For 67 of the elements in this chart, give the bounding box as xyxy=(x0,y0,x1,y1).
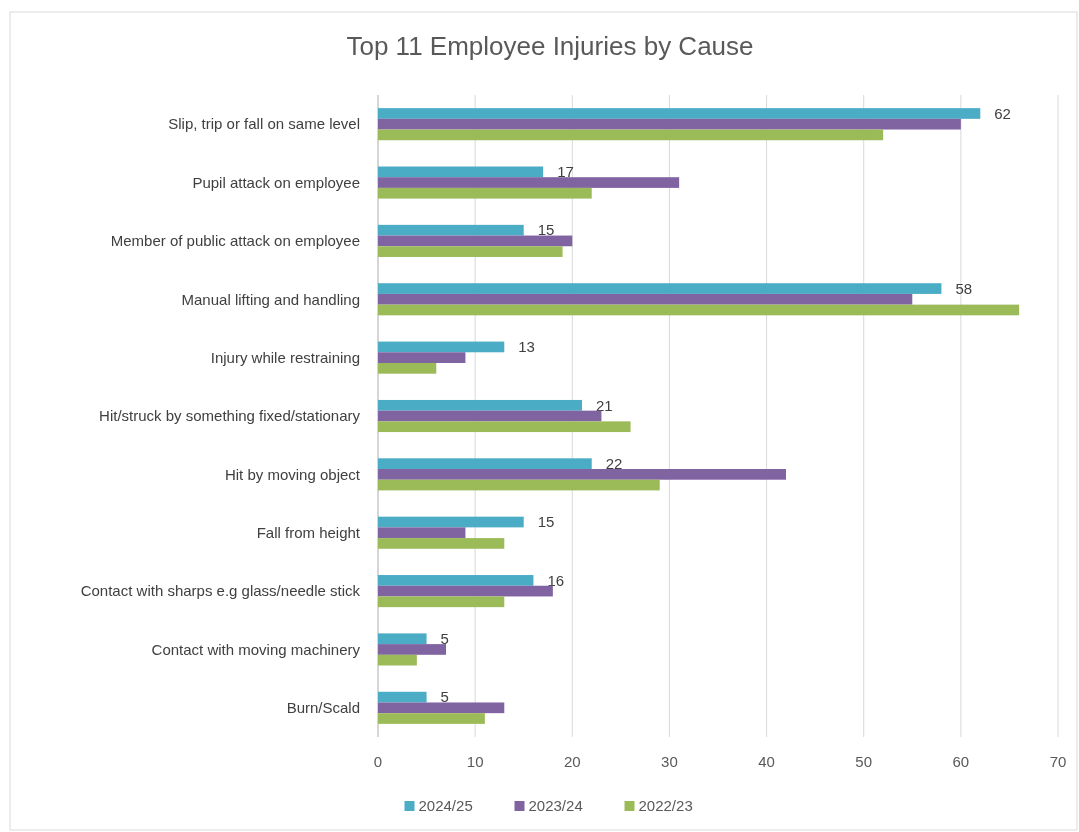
bar xyxy=(378,108,981,119)
data-label: 15 xyxy=(537,513,555,531)
bar xyxy=(378,283,942,294)
bar xyxy=(378,224,524,236)
x-tick-label: 0 xyxy=(373,753,383,770)
y-tick-label: Member of public attack on employee xyxy=(110,232,360,250)
bar xyxy=(378,585,553,597)
data-label: 5 xyxy=(440,630,449,647)
bar xyxy=(378,596,505,608)
bar xyxy=(378,352,466,363)
bar xyxy=(378,644,446,655)
x-tick-label: 30 xyxy=(661,753,678,770)
y-tick-label: Manual lifting and handling xyxy=(181,290,360,308)
legend-label: 2023/24 xyxy=(528,797,583,815)
data-label: 22 xyxy=(605,454,623,472)
x-tick-label: 20 xyxy=(563,753,581,770)
y-tick-label: Hit/struck by something fixed/stationary xyxy=(99,407,361,425)
y-tick-label: Slip, trip or fall on same level xyxy=(168,115,360,133)
bar xyxy=(378,691,427,703)
data-label: 17 xyxy=(557,163,574,181)
bar xyxy=(378,421,631,433)
x-tick-label: 50 xyxy=(855,753,873,770)
bar xyxy=(378,166,544,178)
legend-label: 2022/23 xyxy=(638,797,693,815)
data-label: 5 xyxy=(440,688,449,706)
data-label: 16 xyxy=(547,571,565,589)
y-tick-label: Fall from height xyxy=(256,523,361,541)
data-label: 15 xyxy=(537,221,555,239)
y-tick-label: Hit by moving object xyxy=(224,465,361,483)
data-label: 62 xyxy=(994,104,1011,122)
bar xyxy=(378,702,505,714)
bar xyxy=(378,713,485,724)
bar xyxy=(378,187,592,199)
y-tick-label: Contact with moving machinery xyxy=(151,640,361,658)
data-label: 21 xyxy=(596,396,613,414)
x-tick-label: 60 xyxy=(952,753,970,770)
bar xyxy=(378,399,582,411)
data-label: 13 xyxy=(518,338,535,356)
legend-label: 2024/25 xyxy=(418,797,473,815)
bar xyxy=(378,538,505,549)
bar xyxy=(378,516,524,528)
bar xyxy=(378,362,437,374)
bar xyxy=(378,527,466,539)
bar xyxy=(378,129,884,141)
bar xyxy=(378,469,786,480)
x-tick-label: 10 xyxy=(466,753,484,770)
bar xyxy=(378,246,563,257)
bar xyxy=(378,654,417,666)
y-tick-label: Contact with sharps e.g glass/needle stick xyxy=(80,582,361,600)
bar xyxy=(378,410,602,422)
y-tick-label: Pupil attack on employee xyxy=(192,173,360,191)
bar xyxy=(378,633,427,645)
bar xyxy=(378,479,660,491)
bar xyxy=(378,177,680,188)
y-tick-label: Burn/Scald xyxy=(286,699,360,717)
x-tick-label: 70 xyxy=(1049,753,1067,770)
bar xyxy=(378,341,505,353)
bar xyxy=(378,575,534,586)
bar xyxy=(378,235,573,247)
bar xyxy=(378,458,592,470)
chart-title: Top 11 Employee Injuries by Cause xyxy=(346,31,754,61)
bar xyxy=(378,293,913,305)
bar xyxy=(378,118,961,130)
bar xyxy=(378,304,1020,316)
data-label: 58 xyxy=(955,279,973,297)
x-tick-label: 40 xyxy=(758,753,775,770)
y-tick-label: Injury while restraining xyxy=(210,348,360,366)
